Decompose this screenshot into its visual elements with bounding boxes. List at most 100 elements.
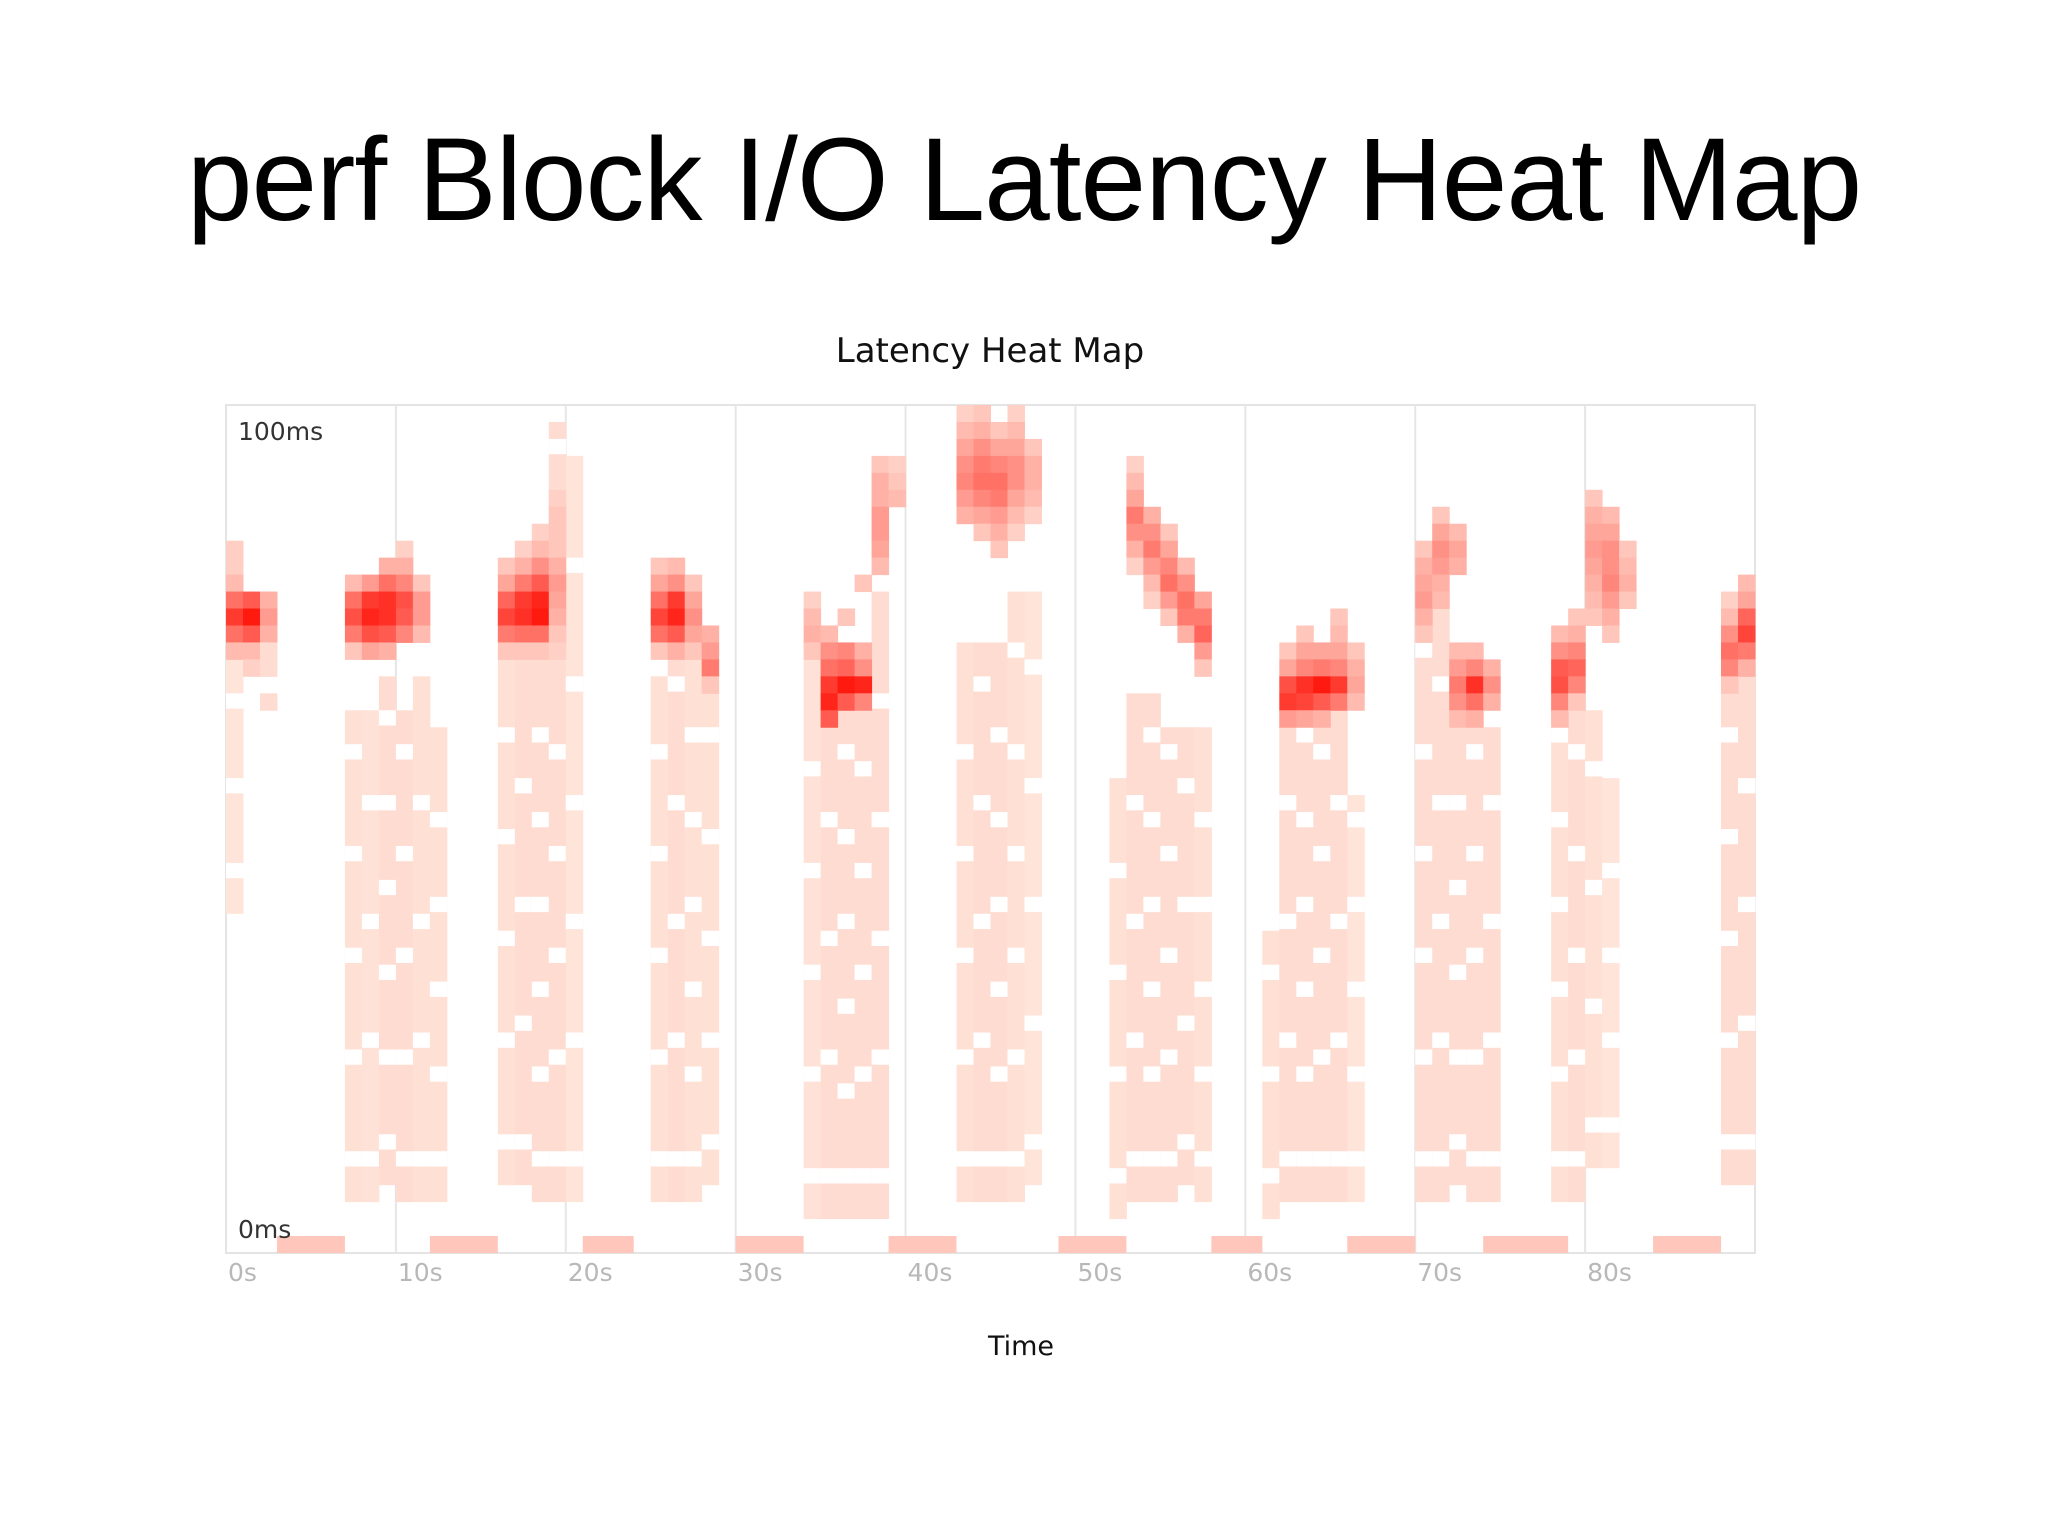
- heatmap-column: [1143, 693, 1161, 1203]
- heatmap-cell: [803, 642, 822, 660]
- x-tick-label: 0s: [228, 1258, 257, 1287]
- heatmap-cell: [531, 557, 550, 576]
- heatmap-gap: [1466, 1151, 1484, 1167]
- heatmap-cell: [548, 540, 567, 559]
- heatmap-gap: [1007, 1049, 1025, 1065]
- heatmap-gap: [1483, 795, 1501, 811]
- heatmap-cell: [667, 574, 686, 593]
- heatmap-gap: [1738, 896, 1756, 913]
- heatmap-column: [1551, 710, 1569, 1203]
- heatmap-gap: [1415, 845, 1433, 862]
- heatmap-cell: [1432, 591, 1450, 610]
- heatmap-cell: [1738, 642, 1756, 660]
- heatmap-bottom-segment: [276, 1236, 345, 1253]
- heatmap-bottom-segment: [1347, 1236, 1416, 1253]
- heatmap-column: [990, 642, 1008, 1203]
- heatmap-column: [514, 659, 533, 1186]
- heatmap-gap: [1296, 981, 1314, 997]
- heatmap-cell: [1296, 642, 1314, 660]
- heatmap-gap: [395, 1151, 414, 1167]
- heatmap-gap: [650, 845, 669, 862]
- heatmap-gap: [1721, 1032, 1739, 1048]
- heatmap-cell: [650, 591, 669, 610]
- heatmap-gap: [1415, 1151, 1433, 1167]
- heatmap-cell: [1330, 659, 1348, 677]
- heatmap-gap: [1143, 896, 1161, 913]
- heatmap-cell: [1585, 574, 1603, 593]
- heatmap-gap: [1024, 1015, 1042, 1031]
- heatmap-gap: [361, 913, 380, 930]
- heatmap-gap: [548, 744, 567, 760]
- heatmap-cell: [990, 438, 1008, 457]
- x-tick-label: 80s: [1587, 1258, 1632, 1287]
- heatmap-cell: [226, 625, 244, 643]
- x-tick-label: 60s: [1247, 1258, 1292, 1287]
- heatmap-gap: [1109, 862, 1127, 879]
- heatmap-gap: [1143, 812, 1161, 828]
- heatmap-gap: [956, 744, 975, 760]
- heatmap-column: [956, 642, 975, 1203]
- heatmap-gap: [667, 1151, 686, 1167]
- heatmap-gap: [1313, 744, 1331, 760]
- heatmap-gap: [344, 1049, 363, 1065]
- heatmap-gap: [1602, 1117, 1620, 1133]
- heatmap-cell: [226, 591, 244, 610]
- heatmap-column: [1109, 778, 1127, 1220]
- heatmap-gap: [1313, 1151, 1331, 1167]
- heatmap-cell: [1296, 710, 1314, 728]
- heatmap-cell: [1143, 523, 1161, 542]
- heatmap-gap: [1007, 845, 1025, 862]
- heatmap-cell: [242, 659, 261, 677]
- heatmap-cell: [497, 591, 516, 610]
- heatmap-cell: [888, 472, 907, 491]
- heatmap-gap: [990, 896, 1008, 913]
- heatmap-column: [1160, 727, 1178, 1203]
- heatmap-gap: [701, 727, 720, 743]
- heatmap-cell: [1585, 489, 1603, 508]
- heatmap-bottom-segment: [1058, 1236, 1127, 1253]
- heatmap-gap: [1721, 727, 1739, 743]
- heatmap-cell: [1466, 710, 1484, 728]
- heatmap-cell: [1602, 523, 1620, 542]
- heatmap-cell: [1347, 693, 1365, 711]
- heatmap-cell: [1194, 625, 1212, 643]
- heatmap-cell: [1330, 693, 1348, 711]
- heatmap-cell: [1126, 540, 1144, 559]
- heatmap-gap: [429, 1066, 448, 1082]
- heatmap-cell: [854, 676, 873, 694]
- heatmap-cell: [1602, 625, 1620, 643]
- heatmap-column: [1126, 693, 1144, 1203]
- heatmap-gap: [497, 1134, 516, 1150]
- heatmap-gap: [701, 1032, 720, 1048]
- x-axis-ticks: 0s 10s 20s 30s 40s 50s 60s 70s 80s: [228, 1258, 1632, 1287]
- heatmap-cell: [1330, 642, 1348, 660]
- heatmap-cell: [1007, 523, 1025, 542]
- heatmap-gap: [1432, 1151, 1450, 1167]
- heatmap-gap: [344, 845, 363, 862]
- heatmap-gap: [378, 1134, 397, 1150]
- heatmap-gap: [395, 947, 414, 963]
- heatmap-column: [667, 659, 686, 1203]
- heatmap-gap: [956, 1151, 975, 1167]
- heatmap-gap: [1177, 1015, 1195, 1031]
- heatmap-column: [429, 727, 448, 1203]
- heatmap-cell: [1415, 574, 1433, 593]
- heatmap-cell: [548, 625, 567, 643]
- heatmap-gap: [1466, 947, 1484, 963]
- heatmap-cell: [259, 591, 278, 610]
- heatmap-gap: [973, 1151, 991, 1167]
- heatmap-gap: [1347, 1151, 1365, 1167]
- heatmap-gap: [344, 1151, 363, 1167]
- heatmap-cell: [1738, 591, 1756, 610]
- heatmap-cell: [973, 506, 991, 525]
- heatmap-cell: [1415, 557, 1433, 576]
- heatmap-cell: [1415, 591, 1433, 610]
- heatmap-column: [1330, 710, 1348, 1203]
- heatmap-cell: [1296, 659, 1314, 677]
- heatmap-column: [837, 710, 856, 1220]
- heatmap-gap: [1432, 1032, 1450, 1048]
- heatmap-gap: [1415, 947, 1433, 963]
- heatmap-gap: [837, 829, 856, 845]
- heatmap-gap: [684, 1066, 703, 1082]
- heatmap-cell: [242, 608, 261, 626]
